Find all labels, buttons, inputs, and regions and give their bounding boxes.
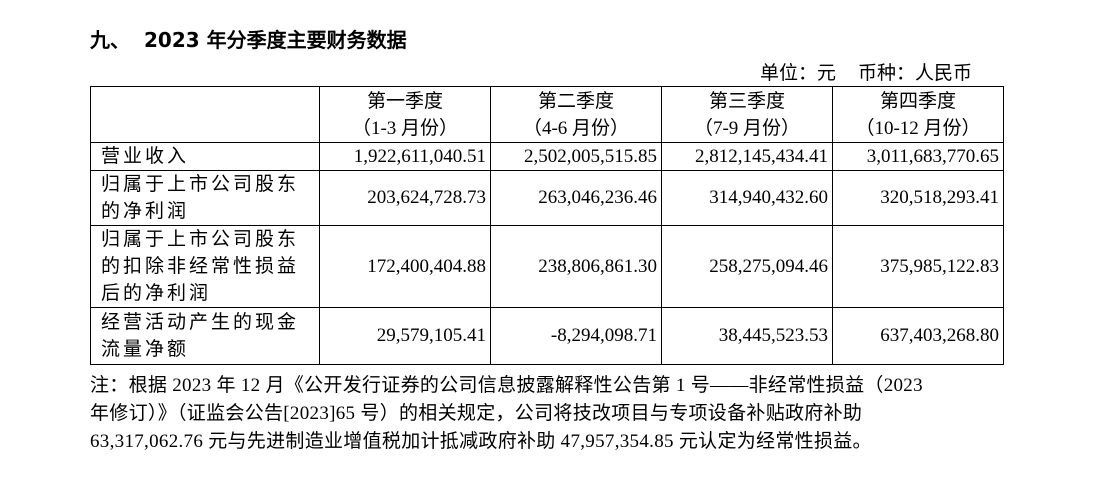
cell-value: 375,985,122.83 bbox=[832, 225, 1004, 308]
cell-value: 1,922,611,040.51 bbox=[319, 142, 491, 171]
note-line: 年修订）》（证监会公告[2023]65 号）的相关规定，公司将技改项目与专项设备… bbox=[90, 403, 863, 424]
table-row: 归属于上市公司股东的扣除非经常性损益后的净利润 172,400,404.88 238… bbox=[90, 225, 1004, 308]
column-header: 第二季度 （4-6 月份） bbox=[490, 86, 662, 143]
note-line: 注：根据 2023 年 12 月《公开发行证券的公司信息披露解释性公告第 1 号… bbox=[90, 375, 923, 396]
cell-value: 3,011,683,770.65 bbox=[832, 142, 1004, 171]
table-head: 第一季度 （1-3 月份） 第二季度 （4-6 月份） 第三季度 （7-9 月份） 第四季度… bbox=[90, 86, 1004, 143]
section-heading: 九、 2023 年分季度主要财务数据 bbox=[90, 24, 407, 53]
note-line: 63,317,062.76 元与先进制造业增值税加计抵减政府补助 47,957,… bbox=[90, 431, 872, 452]
row-label: 经营活动产生的现金流量净额 bbox=[90, 307, 320, 365]
corner-cell bbox=[90, 86, 320, 143]
heading-number: 九、 bbox=[90, 28, 130, 52]
cell-value: 258,275,094.46 bbox=[661, 225, 833, 308]
quarter-months: （1-3 月份） bbox=[351, 117, 459, 139]
table-row: 经营活动产生的现金流量净额 29,579,105.41 -8,294,098.71 3… bbox=[90, 307, 1004, 365]
quarter-name: 第三季度 bbox=[708, 90, 785, 112]
cell-value: 263,046,236.46 bbox=[490, 170, 662, 226]
unit-label: 单位：元 bbox=[759, 63, 836, 84]
quarter-name: 第二季度 bbox=[537, 90, 614, 112]
quarter-name: 第一季度 bbox=[366, 90, 443, 112]
cell-value: 29,579,105.41 bbox=[319, 307, 491, 365]
column-header: 第三季度 （7-9 月份） bbox=[661, 86, 833, 143]
cell-value: 203,624,728.73 bbox=[319, 170, 491, 226]
note: 注：根据 2023 年 12 月《公开发行证券的公司信息披露解释性公告第 1 号… bbox=[90, 372, 923, 456]
cell-value: -8,294,098.71 bbox=[490, 307, 662, 365]
cell-value: 2,812,145,434.41 bbox=[661, 142, 833, 171]
unit-line: 单位：元 币种：人民币 bbox=[760, 58, 972, 85]
quarter-months: （10-12 月份） bbox=[855, 117, 981, 139]
quarter-months: （7-9 月份） bbox=[693, 117, 801, 139]
cell-value: 238,806,861.30 bbox=[490, 225, 662, 308]
cell-value: 637,403,268.80 bbox=[832, 307, 1004, 365]
currency-label: 币种：人民币 bbox=[857, 63, 972, 84]
cell-value: 38,445,523.53 bbox=[661, 307, 833, 365]
table-body: 营业收入 1,922,611,040.51 2,502,005,515.85 2,81… bbox=[90, 142, 1004, 365]
row-label: 归属于上市公司股东的净利润 bbox=[90, 170, 320, 226]
table-row: 营业收入 1,922,611,040.51 2,502,005,515.85 2,81… bbox=[90, 142, 1004, 171]
quarter-name: 第四季度 bbox=[879, 90, 956, 112]
cell-value: 2,502,005,515.85 bbox=[490, 142, 662, 171]
cell-value: 314,940,432.60 bbox=[661, 170, 833, 226]
heading-title: 2023 年分季度主要财务数据 bbox=[144, 28, 407, 52]
financial-table: 第一季度 （1-3 月份） 第二季度 （4-6 月份） 第三季度 （7-9 月份） 第四季度… bbox=[90, 86, 1004, 365]
column-header: 第一季度 （1-3 月份） bbox=[319, 86, 491, 143]
header-row: 第一季度 （1-3 月份） 第二季度 （4-6 月份） 第三季度 （7-9 月份） 第四季度… bbox=[90, 86, 1004, 143]
cell-value: 172,400,404.88 bbox=[319, 225, 491, 308]
cell-value: 320,518,293.41 bbox=[832, 170, 1004, 226]
column-header: 第四季度 （10-12 月份） bbox=[832, 86, 1004, 143]
table-row: 归属于上市公司股东的净利润 203,624,728.73 263,046,236.4… bbox=[90, 170, 1004, 226]
row-label: 归属于上市公司股东的扣除非经常性损益后的净利润 bbox=[90, 225, 320, 308]
quarter-months: （4-6 月份） bbox=[522, 117, 630, 139]
row-label: 营业收入 bbox=[90, 142, 320, 171]
